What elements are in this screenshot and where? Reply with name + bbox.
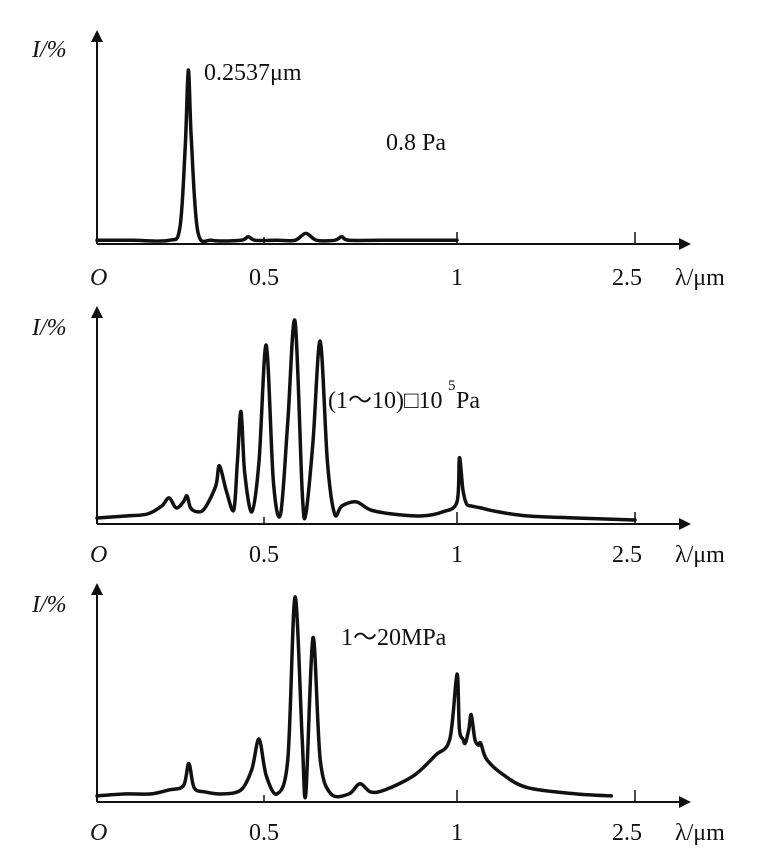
origin-label: O bbox=[90, 265, 107, 291]
x-tick-label-2: 2.5 bbox=[612, 542, 642, 568]
x-tick-label-1: 1 bbox=[451, 820, 463, 846]
x-tick-label-0: 0.5 bbox=[249, 265, 279, 291]
x-axis-label: λ/μm bbox=[675, 820, 725, 846]
x-tick-label-0: 0.5 bbox=[249, 820, 279, 846]
panel-3: I/% O 0.5 1 2.5 λ/μm 1～20MPa bbox=[31, 583, 725, 846]
panel-2: I/% O 0.5 1 2.5 λ/μm (1～10)□10 5 Pa bbox=[31, 306, 725, 568]
spectrum-line-1-10e5pa bbox=[95, 318, 637, 522]
annotation-pressure-unit: Pa bbox=[456, 388, 480, 414]
x-axis-label: λ/μm bbox=[675, 542, 725, 568]
x-tick-label-1: 1 bbox=[451, 542, 463, 568]
spectrum-line-1-20mpa bbox=[95, 595, 614, 800]
origin-label: O bbox=[90, 820, 107, 846]
annotation-peak-wavelength: 0.2537μm bbox=[204, 60, 302, 86]
origin-label: O bbox=[90, 542, 107, 568]
annotation-pressure-range: (1～10)□10 bbox=[328, 388, 442, 414]
annotation-pressure: 0.8 Pa bbox=[386, 130, 446, 156]
x-tick-label-2: 2.5 bbox=[612, 265, 642, 291]
annotation-pressure-range: 1～20MPa bbox=[341, 625, 447, 651]
y-axis-label: I/% bbox=[31, 315, 67, 341]
y-axis-label: I/% bbox=[31, 37, 67, 63]
x-tick-label-0: 0.5 bbox=[249, 542, 279, 568]
x-tick-label-1: 1 bbox=[451, 265, 463, 291]
x-tick-label-2: 2.5 bbox=[612, 820, 642, 846]
spectrum-line-0.8pa bbox=[95, 68, 459, 244]
y-axis-label: I/% bbox=[31, 592, 67, 618]
panel-1: I/% O 0.5 1 2.5 λ/μm 0.2537μm 0.8 Pa bbox=[31, 30, 725, 291]
annotation-pressure-exponent: 5 bbox=[448, 378, 456, 394]
x-axis-label: λ/μm bbox=[675, 265, 725, 291]
